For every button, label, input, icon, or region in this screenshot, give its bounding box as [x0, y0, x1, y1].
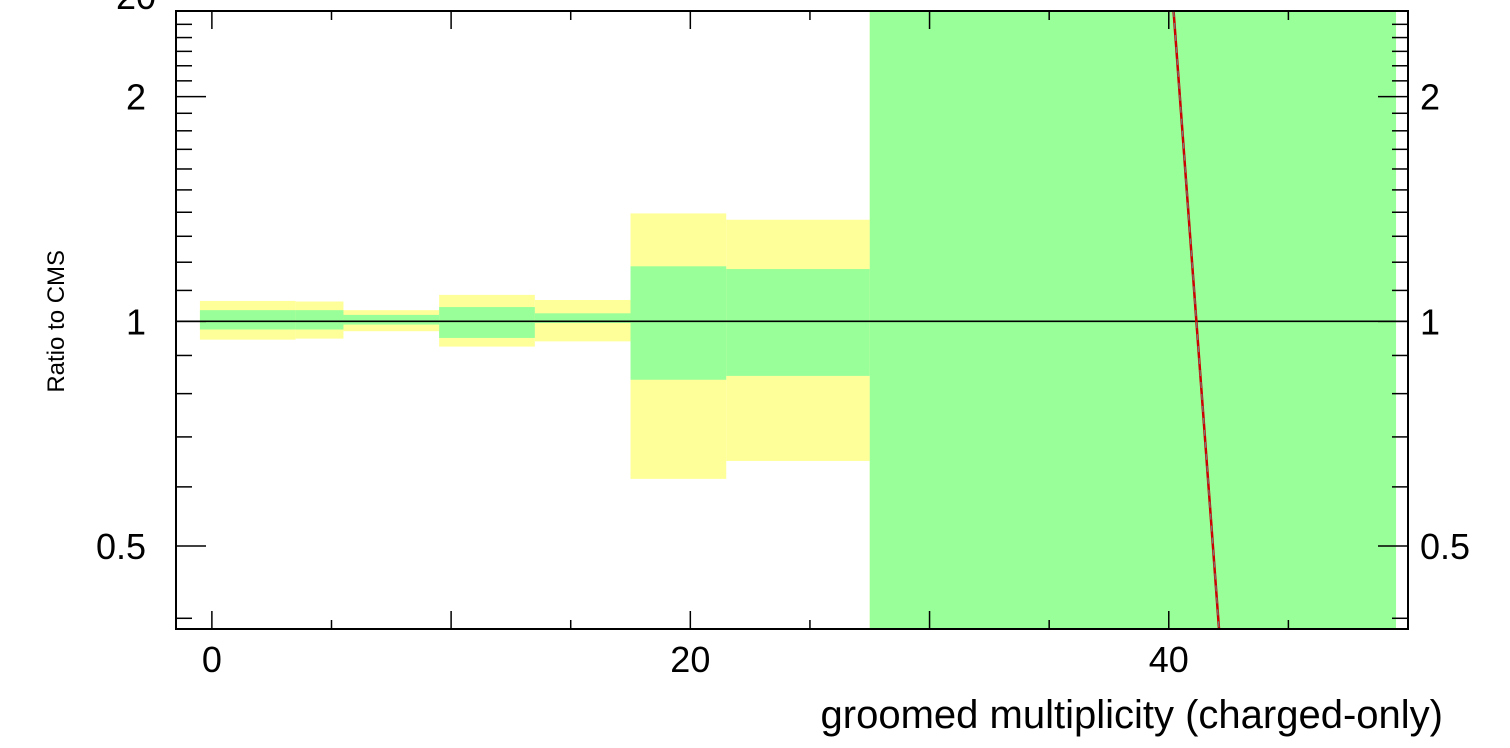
x-tick-label: 0: [202, 639, 222, 680]
band-1-bin-2: [343, 314, 440, 325]
y-tick-label-top-partial: 20: [116, 0, 156, 17]
band-1-bin-7: [869, 11, 1397, 629]
axis-ticks: [176, 11, 1408, 629]
band-1-bin-6: [726, 269, 870, 376]
x-tick-label: 20: [670, 639, 710, 680]
series-0-dash: [1172, 11, 1220, 629]
band-1-bin-5: [630, 266, 727, 380]
y-tick-label-right: 2: [1420, 77, 1440, 118]
x-tick-label: 40: [1149, 639, 1189, 680]
y-tick-label-left: 1: [126, 301, 146, 342]
plot-frame: [175, 10, 1409, 630]
y-tick-label-right: 1: [1420, 301, 1440, 342]
y-tick-label-left: 2: [126, 77, 146, 118]
uncertainty-bands: [199, 11, 1397, 629]
band-1-bin-0: [199, 310, 296, 330]
x-axis-label: groomed multiplicity (charged-only): [821, 693, 1443, 737]
band-1-bin-3: [439, 307, 535, 338]
band-1-bin-1: [295, 310, 344, 330]
axis-tick-labels: 0 20 40 0.5 0.5 1 1 2 2: [96, 77, 1470, 680]
y-axis-label: Ratio to CMS: [43, 250, 70, 393]
y-tick-label-left: 0.5: [96, 526, 146, 567]
prediction-curves: [1172, 11, 1221, 629]
y-tick-label-right: 0.5: [1420, 526, 1470, 567]
band-1-bin-4: [534, 313, 631, 323]
